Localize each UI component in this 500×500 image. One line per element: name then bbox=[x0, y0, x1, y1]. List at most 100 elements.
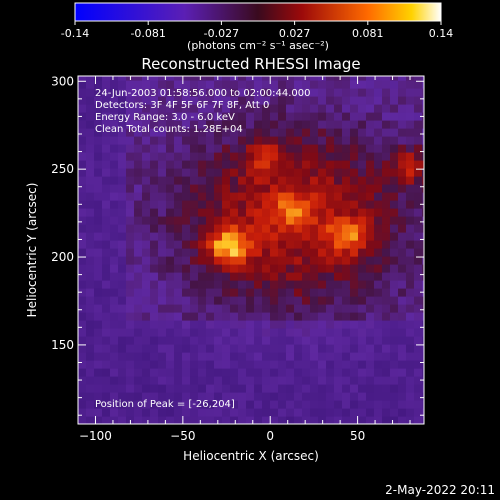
heatmap-cell bbox=[102, 200, 111, 209]
heatmap-cell bbox=[230, 304, 239, 313]
heatmap-cell bbox=[134, 128, 143, 137]
heatmap-cell bbox=[414, 216, 423, 225]
heatmap-cell bbox=[214, 264, 223, 273]
heatmap-cell bbox=[174, 160, 183, 169]
heatmap-cell bbox=[246, 336, 255, 345]
heatmap-cell bbox=[238, 136, 247, 145]
heatmap-cell bbox=[110, 160, 119, 169]
heatmap-cell bbox=[150, 136, 159, 145]
heatmap-cell bbox=[286, 256, 295, 265]
heatmap-cell bbox=[230, 144, 239, 153]
heatmap-cell bbox=[310, 224, 319, 233]
heatmap-cell bbox=[382, 304, 391, 313]
x-tick-label: −100 bbox=[79, 429, 112, 443]
heatmap-cell bbox=[366, 136, 375, 145]
heatmap-cell bbox=[134, 368, 143, 377]
heatmap-cell bbox=[86, 80, 95, 89]
heatmap-cell bbox=[246, 256, 255, 265]
heatmap-cell bbox=[302, 400, 311, 409]
heatmap-cell bbox=[318, 168, 327, 177]
heatmap-cell bbox=[166, 336, 175, 345]
heatmap-cell bbox=[166, 144, 175, 153]
heatmap-cell bbox=[270, 280, 279, 289]
heatmap-cell bbox=[238, 344, 247, 353]
heatmap-cell bbox=[238, 224, 247, 233]
heatmap-cell bbox=[318, 152, 327, 161]
x-tick-label: −50 bbox=[170, 429, 195, 443]
heatmap-cell bbox=[78, 344, 87, 353]
heatmap-cell bbox=[238, 96, 247, 105]
heatmap-cell bbox=[294, 336, 303, 345]
heatmap-cell bbox=[126, 96, 135, 105]
heatmap-cell bbox=[206, 240, 215, 249]
heatmap-cell bbox=[110, 168, 119, 177]
heatmap-cell bbox=[214, 256, 223, 265]
heatmap-cell bbox=[422, 320, 424, 329]
heatmap-cell bbox=[366, 104, 375, 113]
heatmap-cell bbox=[190, 232, 199, 241]
heatmap-cell bbox=[334, 232, 343, 241]
heatmap-cell bbox=[350, 256, 359, 265]
heatmap-cell bbox=[182, 256, 191, 265]
heatmap-cell bbox=[142, 112, 151, 121]
heatmap-cell bbox=[78, 192, 87, 201]
heatmap-cell bbox=[270, 336, 279, 345]
heatmap-cell bbox=[422, 232, 424, 241]
heatmap-cell bbox=[86, 392, 95, 401]
heatmap-cell bbox=[190, 392, 199, 401]
heatmap-cell bbox=[286, 152, 295, 161]
heatmap-cell bbox=[318, 376, 327, 385]
heatmap-cell bbox=[294, 128, 303, 137]
heatmap-cell bbox=[206, 80, 215, 89]
heatmap-cell bbox=[206, 136, 215, 145]
heatmap-cell bbox=[270, 328, 279, 337]
heatmap-cell bbox=[294, 320, 303, 329]
heatmap-cell bbox=[78, 400, 87, 409]
heatmap-cell bbox=[158, 384, 167, 393]
heatmap-cell bbox=[230, 352, 239, 361]
heatmap-cell bbox=[262, 248, 271, 257]
heatmap-cell bbox=[134, 328, 143, 337]
heatmap-cell bbox=[278, 248, 287, 257]
heatmap-cell bbox=[110, 296, 119, 305]
heatmap-cell bbox=[150, 176, 159, 185]
heatmap-cell bbox=[198, 336, 207, 345]
heatmap-cell bbox=[174, 208, 183, 217]
heatmap-cell bbox=[334, 376, 343, 385]
heatmap-cell bbox=[142, 224, 151, 233]
heatmap-cell bbox=[182, 368, 191, 377]
heatmap-cell bbox=[198, 200, 207, 209]
heatmap-cell bbox=[342, 152, 351, 161]
heatmap-cell bbox=[254, 384, 263, 393]
heatmap-cell bbox=[310, 160, 319, 169]
heatmap-cell bbox=[190, 376, 199, 385]
heatmap-cell bbox=[422, 160, 424, 169]
heatmap-cell bbox=[246, 112, 255, 121]
heatmap-cell bbox=[270, 104, 279, 113]
heatmap-cell bbox=[398, 192, 407, 201]
heatmap-cell bbox=[262, 272, 271, 281]
heatmap-cell bbox=[262, 184, 271, 193]
heatmap-cell bbox=[390, 128, 399, 137]
heatmap-cell bbox=[262, 384, 271, 393]
heatmap-cell bbox=[406, 176, 415, 185]
heatmap-cell bbox=[414, 176, 423, 185]
heatmap-cell bbox=[134, 392, 143, 401]
heatmap-cell bbox=[150, 104, 159, 113]
heatmap-cell bbox=[398, 76, 407, 81]
heatmap-cell bbox=[398, 216, 407, 225]
heatmap-cell bbox=[102, 224, 111, 233]
heatmap-cell bbox=[374, 312, 383, 321]
heatmap-cell bbox=[286, 208, 295, 217]
heatmap-cell bbox=[118, 80, 127, 89]
heatmap-cell bbox=[94, 88, 103, 97]
heatmap-cell bbox=[238, 352, 247, 361]
heatmap-cell bbox=[230, 376, 239, 385]
heatmap-cell bbox=[382, 120, 391, 129]
heatmap-cell bbox=[358, 360, 367, 369]
heatmap-cell bbox=[150, 184, 159, 193]
heatmap-cell bbox=[102, 80, 111, 89]
heatmap-cell bbox=[158, 264, 167, 273]
heatmap-cell bbox=[398, 408, 407, 417]
heatmap-cell bbox=[102, 384, 111, 393]
